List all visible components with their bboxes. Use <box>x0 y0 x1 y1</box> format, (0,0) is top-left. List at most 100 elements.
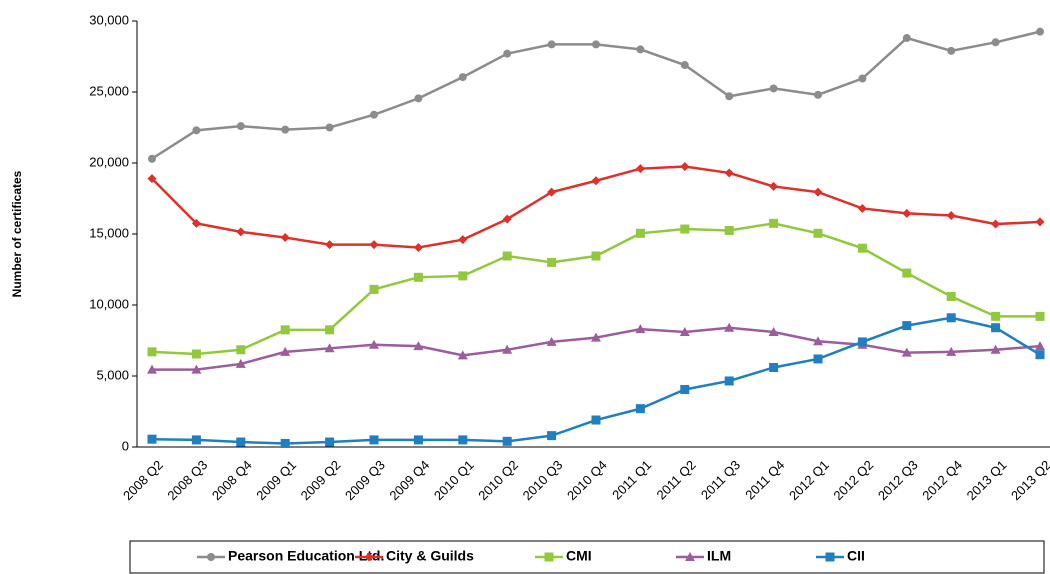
marker <box>902 268 912 278</box>
marker <box>236 227 246 237</box>
marker <box>280 233 290 243</box>
marker <box>191 364 202 374</box>
legend-label: CII <box>847 548 865 564</box>
marker <box>236 122 245 131</box>
marker <box>813 336 823 346</box>
marker <box>636 45 645 54</box>
marker <box>680 61 689 70</box>
marker <box>458 271 468 281</box>
marker <box>147 347 157 357</box>
marker <box>280 325 290 335</box>
x-tick-label: 2012 Q1 <box>786 457 832 503</box>
marker <box>990 344 1001 354</box>
marker <box>369 339 379 349</box>
marker <box>724 168 734 178</box>
marker <box>191 349 201 359</box>
marker <box>724 376 734 386</box>
marker <box>857 203 867 213</box>
marker <box>147 364 157 374</box>
x-tick-label: 2013 Q2 <box>1008 457 1050 503</box>
marker <box>991 219 1001 229</box>
marker <box>413 272 423 282</box>
marker <box>724 225 734 235</box>
marker <box>946 346 957 356</box>
marker <box>685 552 695 561</box>
legend-label: City & Guilds <box>386 548 474 564</box>
marker <box>635 228 645 238</box>
x-tick-label: 2012 Q3 <box>875 457 921 503</box>
marker <box>592 40 600 49</box>
marker <box>857 243 867 253</box>
marker <box>635 404 645 414</box>
marker <box>591 332 601 342</box>
marker <box>325 123 334 132</box>
marker <box>502 251 512 261</box>
marker <box>547 40 556 49</box>
marker <box>1035 341 1045 351</box>
y-tick-label: 15,000 <box>89 225 129 240</box>
x-tick-label: 2010 Q3 <box>520 457 566 503</box>
y-tick-label: 10,000 <box>89 296 129 311</box>
marker <box>591 176 601 186</box>
marker <box>680 384 690 394</box>
marker <box>902 321 912 331</box>
marker <box>991 38 1000 47</box>
marker <box>281 125 290 134</box>
x-tick-label: 2010 Q4 <box>564 457 610 503</box>
marker <box>725 92 734 101</box>
marker <box>280 438 290 448</box>
marker <box>546 336 557 346</box>
marker <box>946 211 956 221</box>
y-tick-label: 30,000 <box>89 12 129 27</box>
x-tick-label: 2011 Q4 <box>742 457 787 502</box>
x-tick-label: 2009 Q3 <box>342 457 388 503</box>
marker <box>857 337 867 347</box>
marker <box>901 347 912 357</box>
marker <box>502 214 512 224</box>
marker <box>236 437 246 447</box>
marker <box>147 174 157 184</box>
marker <box>825 552 835 562</box>
marker <box>503 49 512 58</box>
legend-box <box>129 540 1045 574</box>
marker <box>1036 27 1044 36</box>
x-tick-label: 2011 Q3 <box>698 457 743 502</box>
marker <box>547 257 557 267</box>
marker <box>414 94 423 103</box>
marker <box>502 436 512 446</box>
marker <box>946 313 956 323</box>
legend-label: Pearson Education Ltd. <box>228 548 384 564</box>
marker <box>369 284 379 294</box>
marker <box>1035 217 1045 227</box>
marker <box>324 343 335 353</box>
marker <box>457 350 468 360</box>
marker <box>369 435 379 445</box>
marker <box>902 208 912 218</box>
x-tick-label: 2010 Q1 <box>431 457 477 503</box>
x-tick-label: 2009 Q2 <box>298 457 344 503</box>
legend-label: CMI <box>566 548 592 564</box>
x-tick-label: 2009 Q1 <box>253 457 299 503</box>
marker <box>235 358 246 368</box>
series-line <box>151 30 1041 160</box>
marker <box>768 326 779 336</box>
marker <box>680 162 690 172</box>
marker <box>280 346 291 356</box>
x-tick-label: 2008 Q2 <box>120 457 166 503</box>
marker <box>502 344 513 354</box>
marker <box>591 415 601 425</box>
x-tick-label: 2012 Q4 <box>919 457 965 503</box>
marker <box>858 74 867 83</box>
marker <box>458 435 468 445</box>
marker <box>635 164 645 174</box>
marker <box>947 46 956 55</box>
marker <box>364 552 374 562</box>
y-axis-label: Number of certificates <box>10 170 24 297</box>
marker <box>724 322 735 332</box>
x-tick-label: 2009 Q4 <box>386 457 432 503</box>
marker <box>813 228 823 238</box>
marker <box>769 84 778 93</box>
marker <box>370 110 378 119</box>
marker <box>413 242 423 252</box>
